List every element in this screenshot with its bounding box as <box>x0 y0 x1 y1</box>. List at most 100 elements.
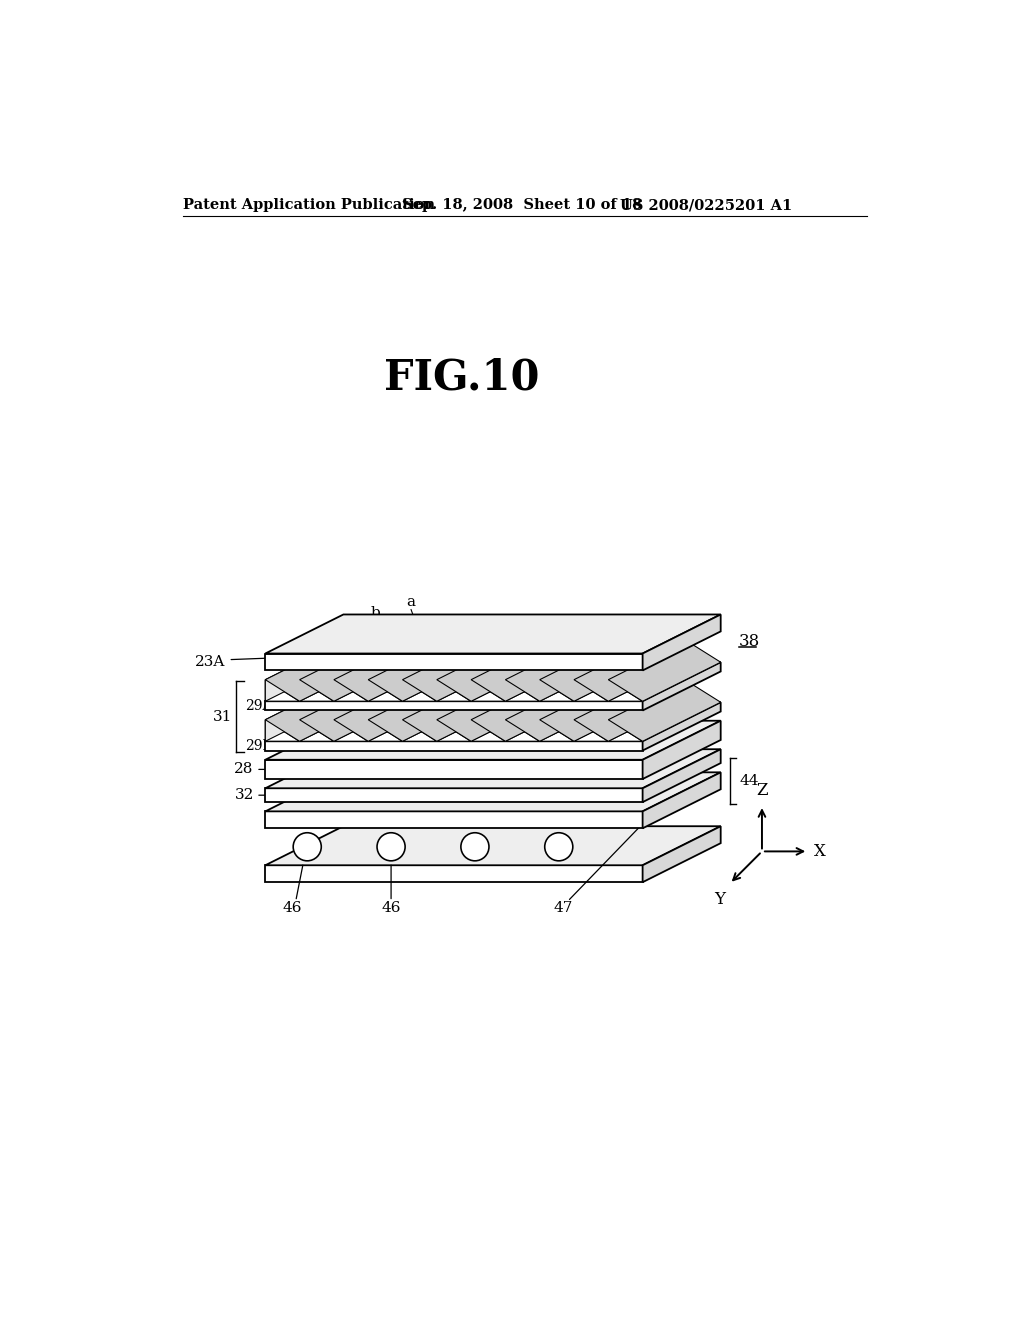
Polygon shape <box>265 750 721 788</box>
Polygon shape <box>265 788 643 803</box>
Polygon shape <box>506 681 584 742</box>
Circle shape <box>377 833 406 861</box>
Polygon shape <box>402 681 515 742</box>
Polygon shape <box>574 681 652 742</box>
Polygon shape <box>402 681 480 742</box>
Polygon shape <box>643 721 721 779</box>
Text: 32: 32 <box>234 788 254 803</box>
Polygon shape <box>437 680 471 701</box>
Text: FIG.10: FIG.10 <box>384 356 540 399</box>
Polygon shape <box>643 663 721 710</box>
Polygon shape <box>369 681 480 742</box>
Text: X: X <box>814 843 826 859</box>
Polygon shape <box>334 719 369 742</box>
Text: Y: Y <box>714 891 725 908</box>
Polygon shape <box>608 681 686 742</box>
Text: 23A: 23A <box>195 655 225 669</box>
Polygon shape <box>300 719 334 742</box>
Polygon shape <box>540 719 574 742</box>
Polygon shape <box>540 681 617 742</box>
Polygon shape <box>369 680 402 701</box>
Polygon shape <box>300 681 378 742</box>
Polygon shape <box>608 640 686 701</box>
Text: 38: 38 <box>739 634 760 651</box>
Polygon shape <box>265 681 343 742</box>
Text: US 2008/0225201 A1: US 2008/0225201 A1 <box>620 198 792 213</box>
Polygon shape <box>369 719 402 742</box>
Polygon shape <box>300 640 412 701</box>
Polygon shape <box>265 772 721 812</box>
Polygon shape <box>471 681 549 742</box>
Polygon shape <box>265 681 378 742</box>
Polygon shape <box>265 615 721 653</box>
Polygon shape <box>369 681 446 742</box>
Polygon shape <box>437 640 515 701</box>
Polygon shape <box>574 719 608 742</box>
Polygon shape <box>265 680 300 701</box>
Polygon shape <box>334 640 446 701</box>
Polygon shape <box>471 640 584 701</box>
Polygon shape <box>437 640 549 701</box>
Polygon shape <box>334 640 412 701</box>
Polygon shape <box>471 719 506 742</box>
Polygon shape <box>506 640 617 701</box>
Polygon shape <box>300 680 334 701</box>
Text: 47: 47 <box>554 902 573 916</box>
Text: Patent Application Publication: Patent Application Publication <box>183 198 435 213</box>
Polygon shape <box>471 640 549 701</box>
Polygon shape <box>540 680 574 701</box>
Text: 31: 31 <box>213 710 232 723</box>
Polygon shape <box>608 681 721 742</box>
Polygon shape <box>265 742 643 751</box>
Polygon shape <box>334 680 369 701</box>
Polygon shape <box>608 719 643 742</box>
Polygon shape <box>506 640 584 701</box>
Polygon shape <box>574 640 686 701</box>
Polygon shape <box>265 826 721 866</box>
Text: 29A: 29A <box>246 698 272 713</box>
Polygon shape <box>437 719 471 742</box>
Polygon shape <box>265 760 643 779</box>
Polygon shape <box>402 680 437 701</box>
Polygon shape <box>369 640 446 701</box>
Polygon shape <box>265 866 643 882</box>
Polygon shape <box>265 721 721 760</box>
Polygon shape <box>506 680 540 701</box>
Text: 46: 46 <box>381 902 400 916</box>
Polygon shape <box>540 640 617 701</box>
Polygon shape <box>300 681 412 742</box>
Polygon shape <box>643 772 721 829</box>
Polygon shape <box>437 681 515 742</box>
Circle shape <box>545 833 572 861</box>
Polygon shape <box>402 640 480 701</box>
Polygon shape <box>540 640 652 701</box>
Polygon shape <box>471 680 506 701</box>
Polygon shape <box>334 681 446 742</box>
Polygon shape <box>643 615 721 671</box>
Text: 29B: 29B <box>246 739 273 752</box>
Polygon shape <box>540 681 652 742</box>
Text: 44: 44 <box>739 774 759 788</box>
Polygon shape <box>265 640 343 701</box>
Polygon shape <box>369 640 480 701</box>
Polygon shape <box>574 681 686 742</box>
Polygon shape <box>402 640 515 701</box>
Polygon shape <box>402 719 437 742</box>
Polygon shape <box>265 640 378 701</box>
Polygon shape <box>574 640 652 701</box>
Polygon shape <box>265 719 300 742</box>
Polygon shape <box>608 640 721 701</box>
Polygon shape <box>506 719 540 742</box>
Polygon shape <box>265 702 721 742</box>
Polygon shape <box>643 826 721 882</box>
Polygon shape <box>300 640 378 701</box>
Polygon shape <box>643 750 721 803</box>
Polygon shape <box>334 681 412 742</box>
Text: Sep. 18, 2008  Sheet 10 of 18: Sep. 18, 2008 Sheet 10 of 18 <box>401 198 642 213</box>
Polygon shape <box>265 701 643 710</box>
Polygon shape <box>506 681 617 742</box>
Text: Z: Z <box>756 781 768 799</box>
Polygon shape <box>265 663 721 701</box>
Text: a: a <box>407 595 416 609</box>
Polygon shape <box>437 681 549 742</box>
